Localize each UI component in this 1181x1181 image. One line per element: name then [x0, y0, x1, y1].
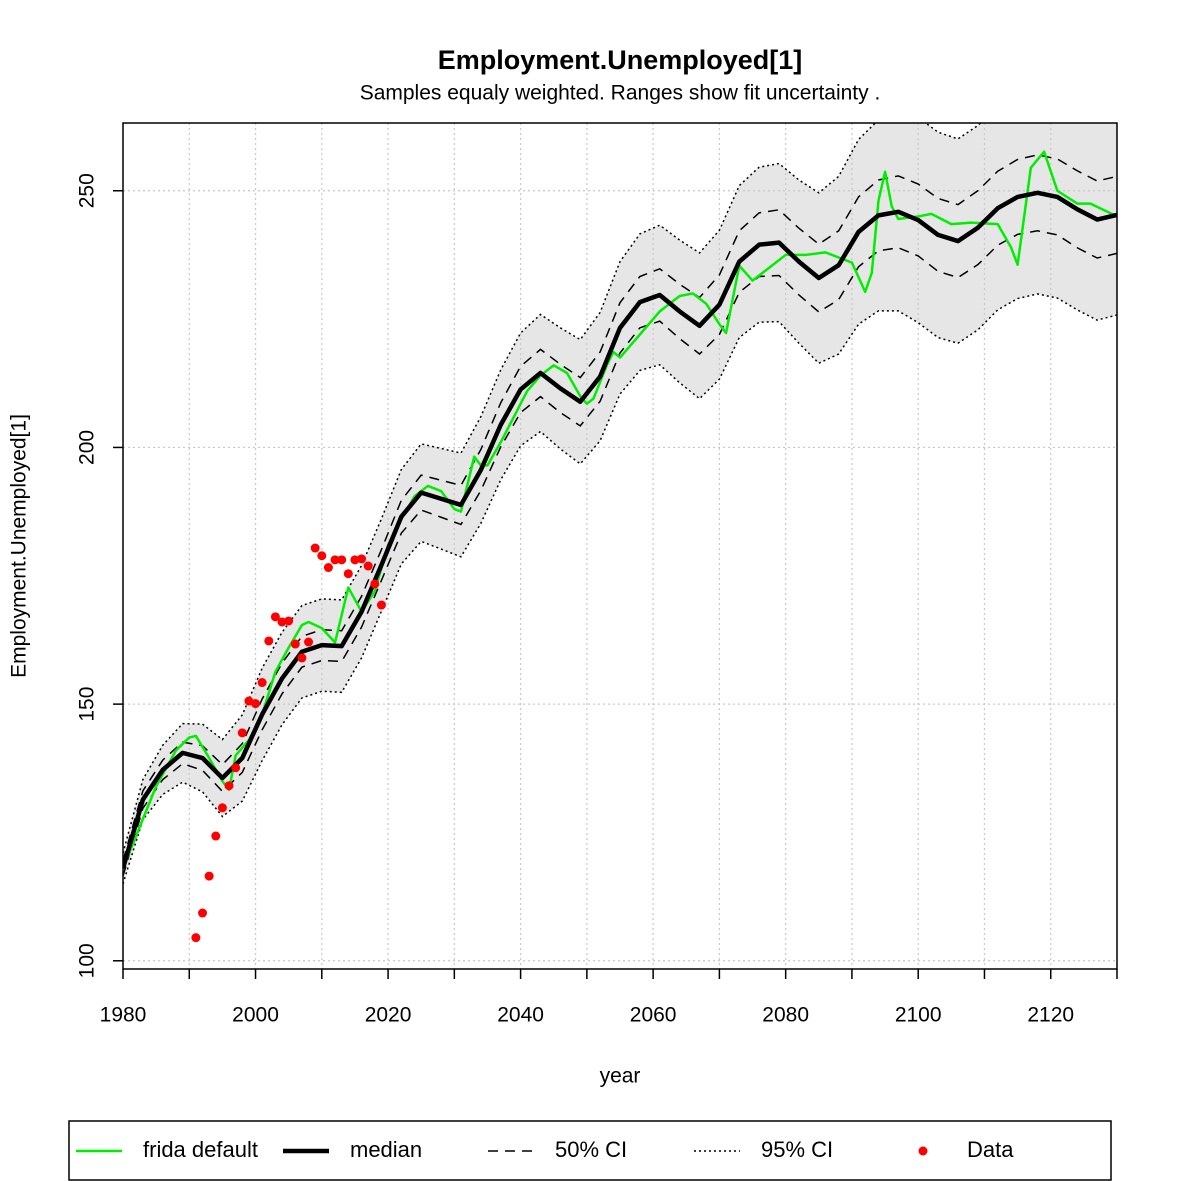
data-point — [317, 551, 327, 561]
data-point — [211, 831, 221, 841]
legend-label: 50% CI — [555, 1137, 627, 1162]
data-point — [304, 637, 314, 647]
data-point — [310, 543, 320, 553]
axes: 1980 2000 2020 2040 2060 2080 2100 2120 100 150 20… — [76, 122, 1118, 1027]
legend-label: median — [350, 1137, 422, 1162]
data-point — [343, 569, 353, 579]
legend-label: 95% CI — [761, 1137, 833, 1162]
data-point — [264, 636, 274, 646]
data-point — [376, 600, 386, 610]
data-point — [198, 908, 208, 918]
data-point — [297, 653, 307, 663]
legend-label: Data — [967, 1137, 1014, 1162]
data-point — [204, 871, 214, 881]
data-point — [191, 933, 201, 943]
data-point — [290, 639, 300, 649]
chart-subtitle: Samples equaly weighted. Ranges show fit… — [360, 82, 881, 105]
data-point — [231, 763, 241, 773]
y-tick-label: 150 — [76, 687, 99, 722]
x-tick-label: 2100 — [895, 1004, 942, 1027]
ci-line — [123, 154, 1117, 861]
plot-border — [122, 122, 1118, 970]
data-point — [370, 579, 380, 589]
y-tick-label: 250 — [76, 173, 99, 208]
x-axis-label: year — [600, 1065, 641, 1088]
chart-title: Employment.Unemployed[1] — [438, 45, 803, 75]
x-tick-label: 2040 — [497, 1004, 544, 1027]
data-point — [237, 728, 247, 738]
data-point — [357, 554, 367, 564]
legend-box — [68, 1120, 1112, 1181]
series-line — [123, 190, 1117, 870]
ci-band — [123, 123, 1117, 884]
plot-area — [123, 123, 1117, 969]
data-point — [277, 617, 287, 627]
x-tick-label: 2120 — [1027, 1004, 1074, 1027]
x-tick-label: 2060 — [630, 1004, 677, 1027]
data-point — [251, 699, 261, 709]
data-point — [257, 678, 267, 688]
x-tick-label: 2080 — [762, 1004, 809, 1027]
legend-label: frida default — [143, 1137, 258, 1162]
data-point — [224, 781, 234, 791]
legend: frida default median 50% CI 95% CI Data — [76, 1137, 1014, 1162]
ci-line — [123, 230, 1117, 877]
ci-line — [123, 123, 982, 854]
data-point — [270, 612, 280, 622]
x-tick-label: 2000 — [232, 1004, 279, 1027]
x-tick-label: 2020 — [365, 1004, 412, 1027]
data-point — [350, 555, 360, 565]
data-point — [284, 616, 294, 626]
data-point — [337, 555, 347, 565]
y-tick-label: 100 — [76, 943, 99, 978]
legend-key — [918, 1146, 928, 1156]
y-axis-label: Employment.Unemployed[1] — [8, 414, 31, 678]
y-tick-label: 200 — [76, 430, 99, 465]
data-point — [217, 803, 227, 813]
data-point — [363, 561, 373, 571]
data-point — [330, 555, 340, 565]
data-point — [323, 563, 333, 573]
x-tick-label: 1980 — [100, 1004, 147, 1027]
